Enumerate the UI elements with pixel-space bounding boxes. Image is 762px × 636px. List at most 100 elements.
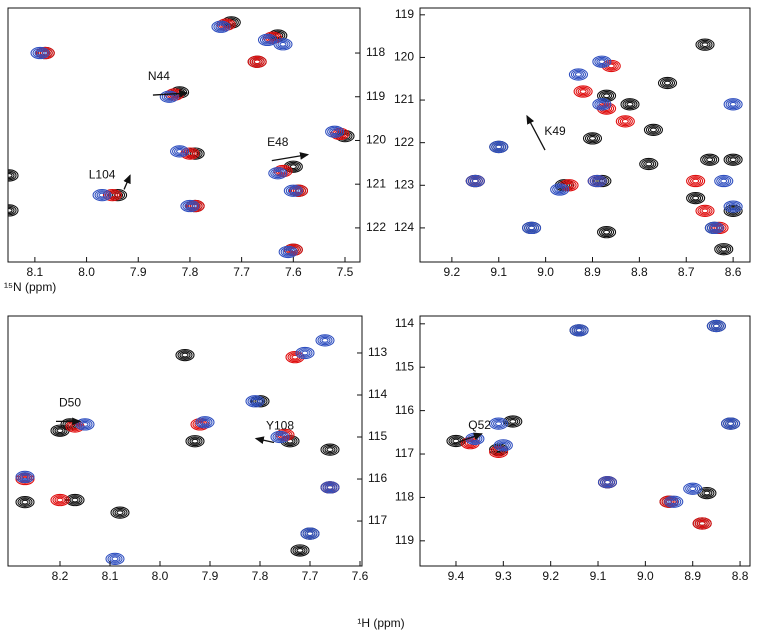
contour [21,499,29,505]
contour [626,101,634,107]
contour [664,495,684,508]
annotation: D50 [59,396,81,410]
contour [111,556,119,562]
contour [575,86,591,97]
contour [615,115,635,128]
contour [556,187,564,192]
contour [8,208,13,213]
annotation: Q52 [468,418,491,432]
contour [594,56,610,67]
y-tick-label: 114 [368,387,387,401]
contour [621,118,629,124]
peak [592,55,612,68]
contour [289,188,297,194]
annotation-arrow [526,114,546,151]
contour [710,225,718,231]
contour [701,489,713,497]
contour [701,208,709,214]
peak [30,46,50,60]
contour [185,199,205,213]
contour [195,416,215,429]
contour [275,39,291,50]
contour [696,519,708,528]
x-tick-label: 7.7 [302,569,319,583]
peak [295,346,315,360]
contour [694,518,710,529]
x-tick-label: 8.2 [52,569,69,583]
contour [706,157,714,163]
contour [554,185,566,194]
peak [489,140,509,154]
contour [720,246,728,252]
contour [217,24,225,30]
x-tick-label: 7.9 [202,569,219,583]
contour [270,430,290,444]
contour [446,434,466,448]
contour [718,245,730,253]
contour [641,159,657,169]
contour [52,425,68,436]
contour [598,59,606,65]
contour [197,417,213,428]
contour [712,323,720,329]
contour [322,444,338,455]
contour [56,497,64,503]
annotation-arrow [271,152,310,162]
contour [32,48,48,58]
contour [727,156,739,164]
contour [495,421,503,427]
peak [657,76,678,90]
contour [686,191,706,205]
contour [697,39,713,50]
contour [723,153,743,166]
contour [579,89,587,94]
contour [251,58,263,66]
contour [274,170,282,176]
contour [110,506,130,519]
contour [699,207,711,215]
contour [109,555,121,563]
contour [172,146,188,157]
contour [112,507,128,518]
contour [584,133,601,144]
contour [317,335,333,346]
peak [268,167,288,180]
contour [116,510,124,516]
annotation: N44 [148,69,170,83]
contour [493,439,513,452]
peak [110,506,130,519]
peak [597,476,618,489]
contour [721,417,741,430]
y-tick-label: 116 [368,471,387,485]
contour [295,346,315,360]
contour [327,126,343,137]
contour [489,140,509,154]
peak [8,169,19,182]
x-tick-label: 7.8 [252,569,269,583]
contour [729,204,737,210]
peak [320,443,340,456]
contour [268,167,288,180]
contour [643,123,663,137]
contour [277,40,289,48]
contour [287,187,299,195]
y-axis-label: ¹⁵N (ppm) [4,280,56,294]
contour [41,50,49,56]
contour [186,151,194,156]
contour [324,483,336,492]
contour [702,154,718,165]
contour [201,419,209,425]
x-tick-label: 8.0 [78,265,95,279]
annotation-arrow [453,432,483,445]
contour [469,177,481,185]
peak [270,430,290,444]
contour [689,486,697,492]
peak [695,204,715,217]
contour [624,100,636,108]
contour [657,76,678,90]
peak [8,204,19,217]
contour [601,478,614,486]
peak [615,115,635,128]
y-tick-label: 119 [395,533,414,547]
contour [320,443,340,456]
